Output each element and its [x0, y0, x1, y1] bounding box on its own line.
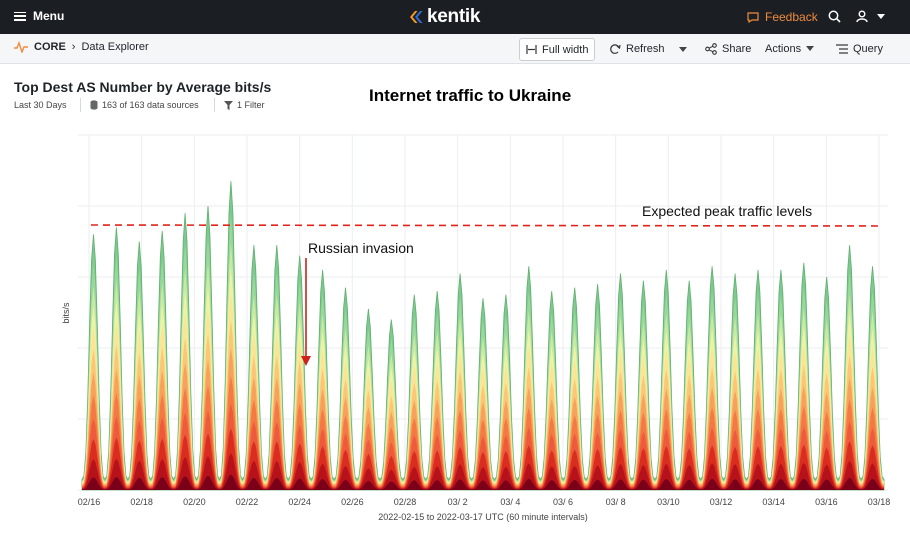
search-icon[interactable]: [828, 10, 841, 23]
x-axis-label: 2022-02-15 to 2022-03-17 UTC (60 minute …: [378, 512, 588, 522]
pulse-icon: [14, 41, 28, 53]
database-icon: [90, 100, 98, 110]
filter-icon: [224, 100, 233, 110]
kentik-logo[interactable]: kentik: [409, 6, 480, 28]
filter-label: 1 Filter: [237, 100, 265, 110]
divider: [214, 98, 215, 112]
query-button[interactable]: Query: [830, 38, 889, 59]
caret-down-icon[interactable]: [877, 14, 885, 19]
invasion-label: Russian invasion: [308, 240, 414, 256]
panel-title: Top Dest AS Number by Average bits/s: [14, 79, 272, 95]
x-tick-label: 03/10: [657, 497, 680, 507]
x-tick-label: 02/24: [288, 497, 311, 507]
x-axis-ticks: 02/16 02/18 02/20 02/22 02/24 02/26 02/28 03/ 2…: [78, 497, 891, 507]
series-area-2: [82, 452, 884, 490]
data-sources[interactable]: 163 of 163 data sources: [90, 100, 199, 110]
chat-bubble-icon: [747, 11, 759, 23]
share-label: Share: [722, 42, 752, 55]
time-range-label: Last 30 Days: [14, 100, 67, 110]
data-sources-label: 163 of 163 data sources: [102, 100, 199, 110]
caret-down-icon: [806, 46, 815, 51]
breadcrumb-root[interactable]: CORE: [34, 41, 66, 53]
share-icon: [705, 42, 717, 55]
series-area-6: [82, 347, 884, 490]
user-icon[interactable]: [856, 10, 868, 23]
x-tick-label: 03/ 8: [606, 497, 626, 507]
x-tick-label: 02/28: [394, 497, 417, 507]
chevron-right-icon: ›: [71, 41, 76, 53]
series-area-4: [82, 403, 884, 490]
menu-button[interactable]: Menu: [14, 9, 64, 23]
hamburger-icon: [14, 11, 26, 21]
series-area-1: [82, 474, 884, 490]
x-tick-label: 02/20: [183, 497, 206, 507]
refresh-button[interactable]: Refresh: [603, 38, 671, 59]
divider: [80, 98, 81, 112]
actions-menu[interactable]: Actions: [759, 38, 820, 59]
x-tick-label: 02/26: [341, 497, 364, 507]
x-tick-label: 03/12: [710, 497, 733, 507]
kentik-logo-icon: [410, 11, 423, 23]
traffic-chart: bits/s 02/16 02/18 02/20 02/22 02/24 02/26 02/…: [61, 134, 891, 522]
x-tick-label: 03/ 6: [553, 497, 573, 507]
x-tick-label: 03/16: [815, 497, 838, 507]
x-tick-label: 02/16: [78, 497, 101, 507]
query-label: Query: [853, 42, 883, 55]
list-icon: [836, 43, 848, 54]
breadcrumb: CORE › Data Explorer: [14, 41, 149, 53]
breadcrumb-page: Data Explorer: [81, 41, 149, 53]
x-tick-label: 02/22: [236, 497, 259, 507]
x-tick-label: 03/14: [762, 497, 785, 507]
x-tick-label: 03/ 4: [500, 497, 520, 507]
share-button[interactable]: Share: [699, 38, 757, 59]
refresh-dropdown-caret-icon[interactable]: [679, 47, 687, 52]
series-area-5: [82, 375, 884, 490]
refresh-label: Refresh: [626, 42, 665, 55]
feedback-label: Feedback: [765, 10, 818, 24]
series-areas: [81, 181, 885, 491]
x-tick-label: 03/ 2: [448, 497, 468, 507]
full-width-label: Full width: [542, 43, 589, 56]
full-width-button[interactable]: Full width: [519, 38, 596, 61]
actions-label: Actions: [765, 42, 802, 55]
refresh-icon: [610, 43, 621, 54]
annotation-title: Internet traffic to Ukraine: [369, 86, 572, 105]
series-area-3: [82, 428, 884, 490]
time-range[interactable]: Last 30 Days: [14, 100, 67, 110]
top-navbar: Menu kentik Feedback: [0, 0, 910, 34]
x-tick-label: 03/18: [868, 497, 891, 507]
expected-peak-label: Expected peak traffic levels: [642, 203, 812, 219]
filter-indicator[interactable]: 1 Filter: [224, 100, 265, 110]
menu-label: Menu: [33, 9, 65, 23]
invasion-arrow-head: [301, 356, 311, 366]
x-tick-label: 02/18: [130, 497, 153, 507]
toolbar: CORE › Data Explorer Full width Refresh …: [0, 34, 910, 64]
expand-width-icon: [526, 45, 537, 54]
y-axis-label: bits/s: [61, 302, 71, 324]
logo-text: kentik: [427, 6, 481, 27]
feedback-button[interactable]: Feedback: [747, 10, 818, 24]
